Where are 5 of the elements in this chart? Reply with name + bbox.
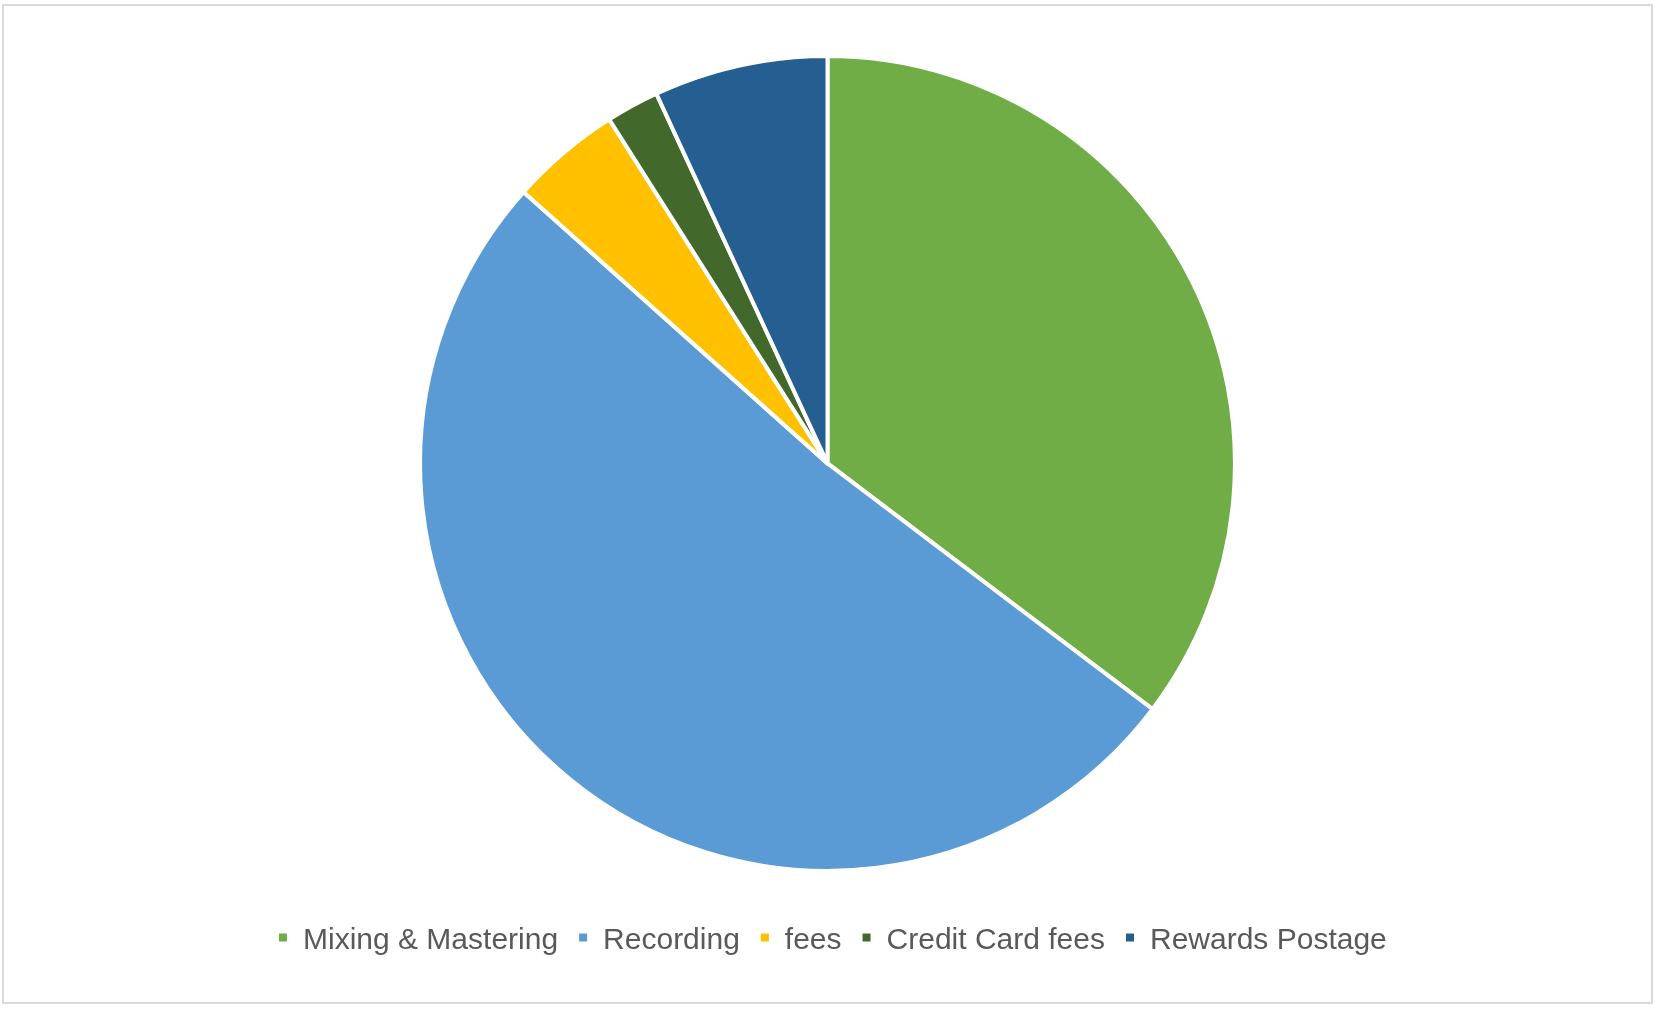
legend-label: Mixing & Mastering (303, 922, 559, 956)
legend-label: fees (784, 922, 842, 956)
legend-label: Rewards Postage (1150, 922, 1387, 956)
legend-label: Recording (603, 922, 740, 956)
legend-label: Credit Card fees (886, 922, 1105, 956)
